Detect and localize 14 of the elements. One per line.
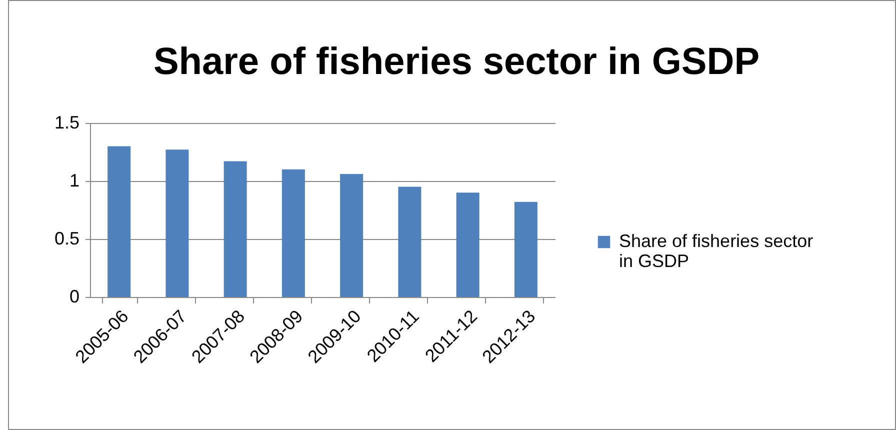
bar xyxy=(224,161,247,297)
bar xyxy=(166,150,189,297)
bar xyxy=(514,202,538,297)
legend-label: Share of fisheries sector in GSDP xyxy=(619,231,814,271)
bar xyxy=(108,146,131,297)
bar xyxy=(340,174,364,297)
bar xyxy=(398,186,422,297)
bar xyxy=(282,169,305,297)
y-tick-label: 1 xyxy=(69,170,80,190)
bar xyxy=(456,192,480,297)
y-tick-label: 1.5 xyxy=(54,112,80,132)
y-tick-label: 0.5 xyxy=(54,228,80,248)
chart-title: Share of fisheries sector in GSDP xyxy=(153,41,760,83)
y-tick-label: 0 xyxy=(69,286,80,306)
